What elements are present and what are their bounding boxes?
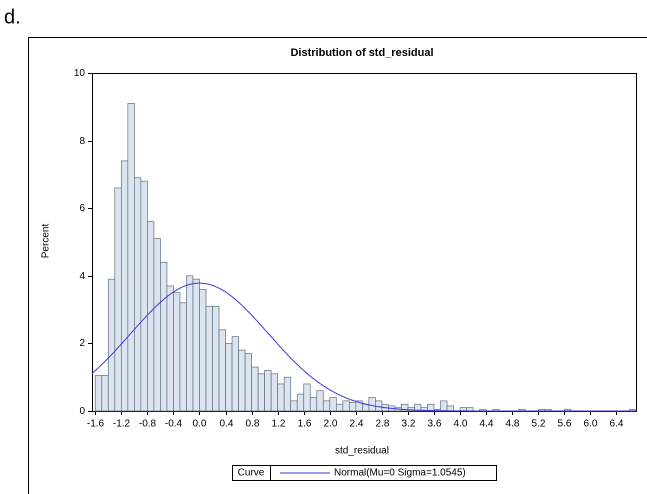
x-tick-label: 6.0 <box>584 419 598 430</box>
bar <box>309 397 318 412</box>
x-tick-label: 4.0 <box>454 419 468 430</box>
x-tick-label: -0.4 <box>165 419 183 430</box>
x-tick-label: 0.4 <box>220 419 234 430</box>
bar <box>277 383 285 412</box>
legend-box <box>232 465 497 481</box>
bar <box>205 305 213 412</box>
y-tick-label: 6 <box>79 203 85 214</box>
x-tick-label: 2.4 <box>350 419 364 430</box>
legend-label: Normal(Mu=0 Sigma=1.0545) <box>334 468 466 479</box>
bar <box>173 292 181 412</box>
bar <box>160 261 168 412</box>
normal-curve <box>91 282 636 412</box>
y-axis-label: Percent <box>41 224 52 259</box>
bar <box>94 375 103 412</box>
x-tick-label: 2.0 <box>324 419 338 430</box>
x-tick-label: 4.4 <box>480 419 494 430</box>
bar <box>368 397 376 412</box>
x-tick-label: -1.2 <box>113 419 131 430</box>
x-tick-label: 3.2 <box>402 419 416 430</box>
bar <box>238 349 246 412</box>
x-tick-label: 3.6 <box>428 419 442 430</box>
x-tick-label: 1.2 <box>272 419 286 430</box>
bar <box>231 336 239 412</box>
bar <box>186 275 194 412</box>
x-tick-label: 0.0 <box>193 419 207 430</box>
bar <box>257 373 265 412</box>
x-tick-label: 6.4 <box>610 419 624 430</box>
bar <box>179 302 187 412</box>
bar <box>427 403 435 412</box>
bar <box>140 180 148 412</box>
chart-title: Distribution of std_residual <box>290 47 433 59</box>
bar <box>251 366 259 412</box>
bar <box>270 373 279 412</box>
y-tick-label: 0 <box>79 406 85 417</box>
bar <box>199 288 207 412</box>
bar <box>303 383 311 412</box>
bar <box>218 329 226 412</box>
y-tick-label: 8 <box>79 136 85 147</box>
bar <box>114 187 122 412</box>
plot-area <box>92 73 637 412</box>
bar <box>348 402 357 412</box>
bar <box>225 343 233 412</box>
bar <box>153 238 161 412</box>
bar <box>283 376 292 412</box>
bar <box>244 353 252 412</box>
bar <box>316 390 324 412</box>
x-axis-label: std_residual <box>335 446 389 457</box>
bar <box>166 285 174 412</box>
x-tick-label: 1.6 <box>298 419 312 430</box>
bar <box>296 393 305 412</box>
y-tick-label: 2 <box>79 338 85 349</box>
bar <box>192 278 200 412</box>
x-tick-label: 2.8 <box>376 419 390 430</box>
bar <box>264 370 272 412</box>
legend-title: Curve <box>238 468 265 479</box>
bar <box>362 403 370 412</box>
y-tick-label: 4 <box>79 271 85 282</box>
x-tick-label: 0.8 <box>246 419 260 430</box>
bar <box>133 177 142 412</box>
bar <box>147 221 155 412</box>
bar <box>101 375 109 412</box>
y-tick-label: 10 <box>74 68 86 79</box>
x-tick-label: -1.6 <box>87 419 105 430</box>
bar <box>335 403 344 412</box>
bar <box>290 400 298 412</box>
bar <box>120 160 129 412</box>
x-tick-label: 4.8 <box>506 419 520 430</box>
bar <box>212 305 220 412</box>
bar <box>440 400 448 412</box>
bar <box>342 400 350 412</box>
x-tick-label: 5.6 <box>558 419 572 430</box>
bar <box>329 397 337 412</box>
x-tick-label: -0.8 <box>139 419 157 430</box>
bar <box>107 278 116 412</box>
figure-label: d. <box>4 6 21 28</box>
x-tick-label: 5.2 <box>532 419 546 430</box>
bar <box>446 405 454 412</box>
bar <box>322 400 331 412</box>
bar <box>127 103 135 412</box>
